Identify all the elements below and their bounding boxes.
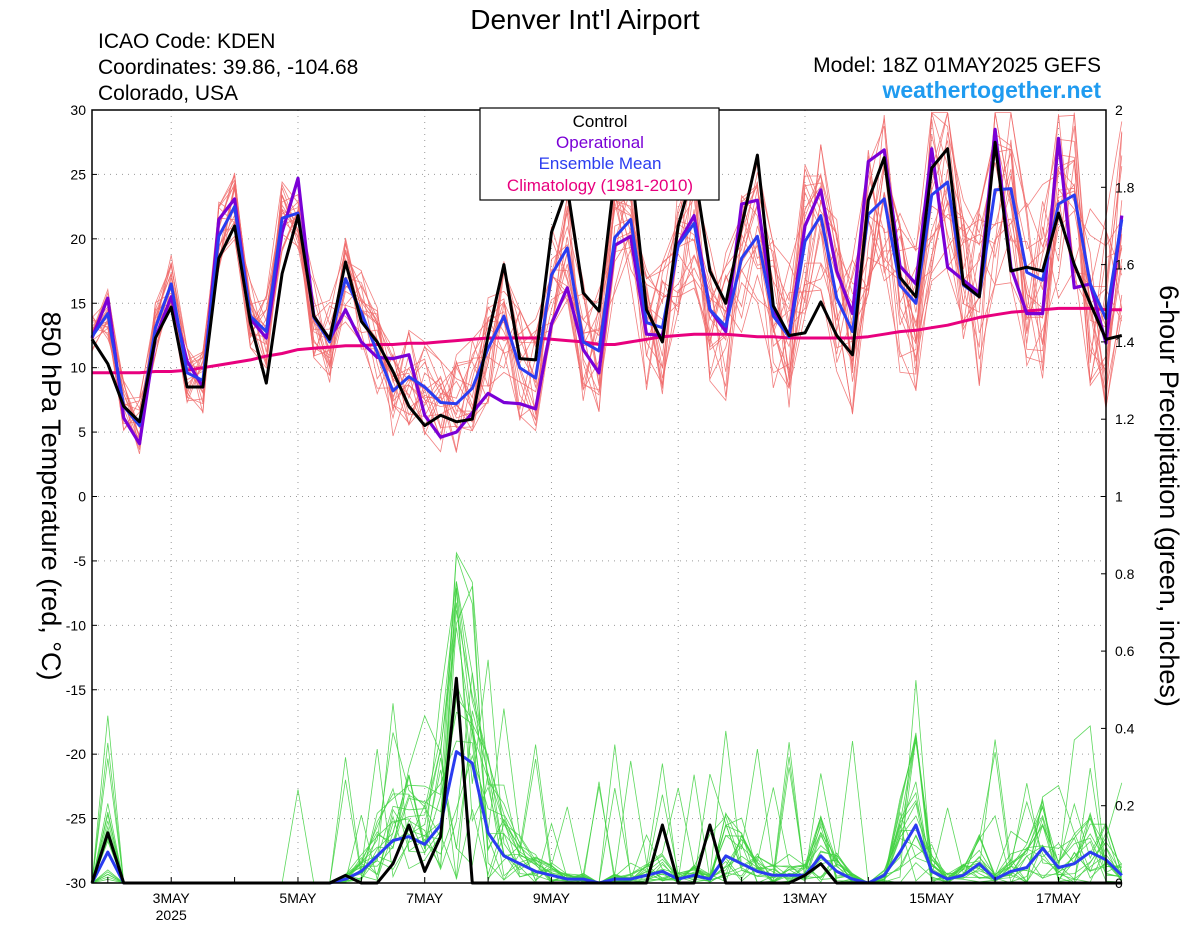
y2-axis-label: 6-hour Precipitation (green, inches) [1154,285,1184,707]
y-tick-label: 0 [78,489,86,505]
y2-tick-label: 2 [1115,102,1123,118]
y-tick-label: -10 [66,617,86,633]
y-tick-label: 20 [70,231,86,247]
precipitation-member-line [91,587,1122,884]
legend-operational: Operational [556,133,644,152]
legend-control: Control [573,112,628,131]
x-tick-label: 15MAY [909,890,955,906]
legend: Control Operational Ensemble Mean Climat… [479,107,720,201]
y2-tick-label: 0.2 [1115,798,1135,814]
y-tick-label: -15 [66,682,86,698]
y-tick-label: 5 [78,424,86,440]
precipitation-member-line [91,588,1123,884]
legend-box [479,107,720,201]
model-run: Model: 18Z 01MAY2025 GEFS [813,54,1101,77]
y-tick-label: 10 [70,360,86,376]
precipitation-member-line [92,602,1122,884]
y-tick-label: -20 [66,746,86,762]
legend-ensemble-mean: Ensemble Mean [539,154,662,173]
y2-tick-label: 0.8 [1115,566,1135,582]
temperature-control-line [90,140,1123,428]
chart-title: Denver Int'l Airport [470,4,700,35]
y-tick-label: 30 [70,102,86,118]
temperature-mean-line [90,180,1124,428]
y2-tick-label: 1.2 [1115,411,1135,427]
y2-tick-label: 1.6 [1115,257,1135,273]
y-tick-label: -25 [66,811,86,827]
x-tick-label: 3MAY [153,890,191,906]
brand-link[interactable]: weathertogether.net [881,77,1101,103]
x-tick-label: 17MAY [1036,890,1082,906]
precipitation-member-line [91,710,1123,884]
precipitation-member-line [91,725,1122,884]
y2-tick-label: 0 [1115,875,1123,891]
y2-tick-label: 1.4 [1115,334,1135,350]
temperature-member-line [91,125,1123,431]
y2-tick-label: 1 [1115,489,1123,505]
y-axis-label: 850 hPa Temperature (red, °C) [36,312,66,681]
precipitation-member-line [91,682,1122,884]
x-tick-label: 9MAY [533,890,571,906]
x-tick-sublabel: 2025 [156,907,187,923]
precipitation-member-line [91,586,1122,884]
precipitation-member-line [91,695,1123,884]
temperature-operational-line [90,127,1124,446]
precipitation-members [91,551,1123,884]
y2-tick-label: 0.6 [1115,643,1135,659]
y-tick-label: 25 [70,166,86,182]
precip-control-line [90,676,1122,885]
axes: 302520151050-5-10-15-20-25-3021.81.61.41… [66,102,1135,923]
precipitation-member-line [91,610,1123,884]
y-tick-label: 15 [70,295,86,311]
precipitation-member-line [91,711,1122,884]
precipitation-member-line [91,680,1123,884]
legend-climatology: Climatology (1981-2010) [507,176,693,195]
temperature-member-line [91,112,1123,436]
x-tick-label: 11MAY [656,890,700,906]
icao-code: ICAO Code: KDEN [98,30,275,53]
precipitation-member-line [91,672,1123,884]
climatology-line [92,306,1122,375]
y-tick-label: -30 [66,875,86,891]
x-tick-label: 5MAY [279,890,317,906]
y2-tick-label: 0.4 [1115,720,1135,736]
temperature-member-line [91,119,1123,438]
y-tick-label: -5 [74,553,87,569]
y2-tick-label: 1.8 [1115,179,1135,195]
location: Colorado, USA [98,82,238,105]
x-tick-label: 13MAY [783,890,829,906]
coordinates: Coordinates: 39.86, -104.68 [98,56,358,79]
precipitation-member-line [91,627,1123,884]
x-tick-label: 7MAY [406,890,444,906]
